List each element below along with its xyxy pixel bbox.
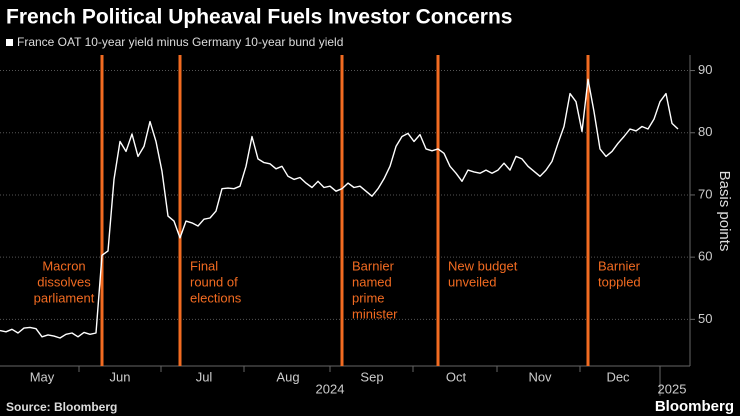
annotation: minister	[352, 306, 398, 321]
y-tick-label: 60	[698, 249, 712, 264]
year-label: 2024	[316, 381, 345, 396]
year-label: 2025	[658, 381, 687, 396]
legend-swatch	[6, 39, 13, 46]
x-tick-label: Oct	[446, 369, 467, 384]
month-separators	[78, 366, 661, 396]
annotation: dissolves	[37, 274, 91, 289]
y-tick-label: 50	[698, 311, 712, 326]
series-line	[0, 78, 679, 339]
y-tick-label: 90	[698, 62, 712, 77]
x-tick-label: Dec	[606, 369, 630, 384]
annotation: round of	[190, 274, 238, 289]
annotation: New budget	[448, 258, 518, 273]
x-tick-label: Sep	[360, 369, 383, 384]
x-tick-label: Jul	[196, 369, 213, 384]
annotation: unveiled	[448, 274, 496, 289]
chart-title: French Political Upheaval Fuels Investor…	[6, 6, 512, 29]
annotation: named	[352, 274, 392, 289]
source: Source: Bloomberg	[6, 400, 117, 414]
annotation: Barnier	[598, 258, 641, 273]
x-tick-label: May	[30, 369, 55, 384]
annotation: Barnier	[352, 258, 395, 273]
annotation: prime	[352, 290, 385, 305]
y-axis-label: Basis points	[716, 171, 733, 252]
legend-label: France OAT 10-year yield minus Germany 1…	[17, 35, 343, 49]
annotation: Final	[190, 258, 218, 273]
x-tick-label: Nov	[528, 369, 552, 384]
annotation: Macron	[42, 258, 85, 273]
x-tick-label: Jun	[110, 369, 131, 384]
annotation: parliament	[34, 290, 95, 305]
y-tick-label: 80	[698, 124, 712, 139]
y-tick-label: 70	[698, 186, 712, 201]
annotation: elections	[190, 290, 242, 305]
x-tick-label: Aug	[276, 369, 299, 384]
annotation: toppled	[598, 274, 641, 289]
logo: Bloomberg	[655, 398, 734, 415]
